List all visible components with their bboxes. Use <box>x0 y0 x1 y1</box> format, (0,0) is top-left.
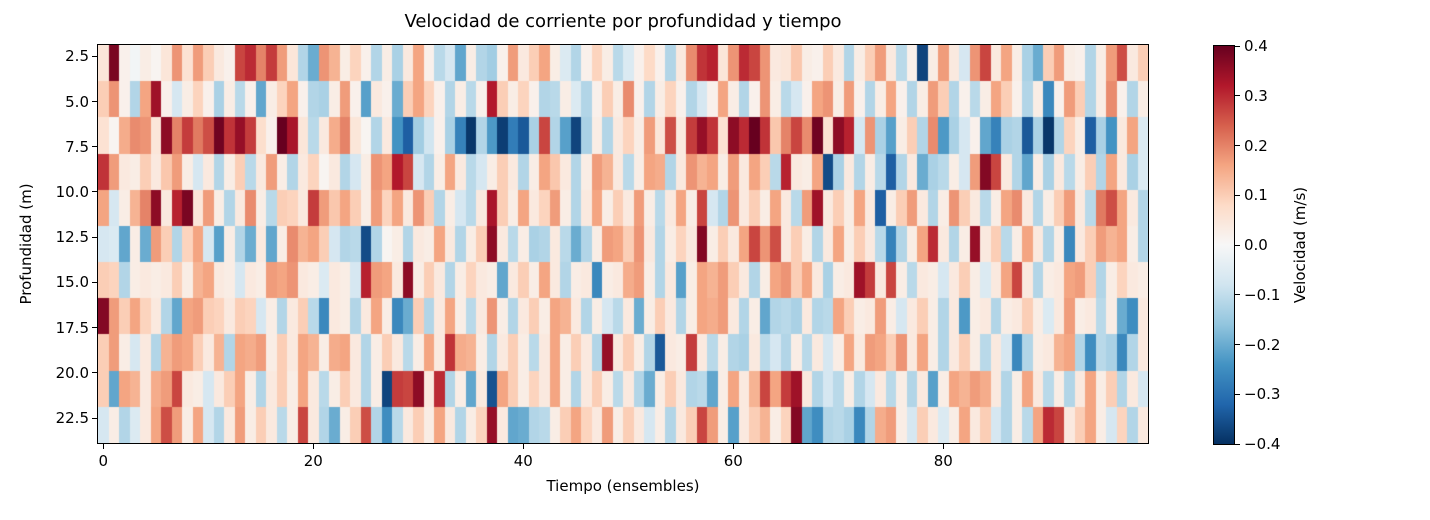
y-tick <box>92 327 97 329</box>
colorbar-tick <box>1235 344 1240 345</box>
y-tick <box>92 372 97 374</box>
colorbar-tick-label: 0.2 <box>1244 136 1268 155</box>
y-tick <box>92 236 97 238</box>
y-tick <box>92 417 97 419</box>
y-tick-label: 5.0 <box>65 92 89 111</box>
y-tick <box>92 281 97 283</box>
x-tick <box>312 444 314 449</box>
y-tick-label: 2.5 <box>65 47 89 66</box>
x-tick <box>102 444 104 449</box>
x-tick-label: 80 <box>933 452 953 470</box>
y-tick-label: 17.5 <box>55 318 89 337</box>
x-tick <box>732 444 734 449</box>
y-tick-label: 12.5 <box>55 228 89 247</box>
y-tick <box>92 191 97 193</box>
y-tick <box>92 101 97 103</box>
colorbar-tick-label: 0.1 <box>1244 186 1268 205</box>
colorbar-tick-label: 0.3 <box>1244 86 1268 105</box>
x-axis-label: Tiempo (ensembles) <box>546 477 700 495</box>
colorbar-tick-label: 0.4 <box>1244 37 1268 55</box>
colorbar-tick <box>1235 95 1240 97</box>
colorbar-tick-label: −0.2 <box>1244 335 1281 354</box>
colorbar-tick <box>1235 244 1240 246</box>
x-tick-label: 20 <box>303 452 323 470</box>
colorbar-label: Velocidad (m/s) <box>1291 186 1309 304</box>
y-tick-label: 20.0 <box>55 363 89 382</box>
y-tick <box>92 55 97 57</box>
colorbar-tick-label: −0.3 <box>1244 385 1281 404</box>
x-tick-label: 40 <box>513 452 533 470</box>
colorbar-tick-label: −0.1 <box>1244 285 1281 304</box>
colorbar-tick <box>1235 294 1240 296</box>
colorbar-tick <box>1235 194 1240 196</box>
colorbar-tick-label: 0.0 <box>1244 236 1268 254</box>
y-tick <box>92 146 97 148</box>
x-tick-label: 60 <box>723 452 743 470</box>
y-tick-label: 7.5 <box>65 137 89 156</box>
colorbar-tick <box>1235 145 1240 146</box>
colorbar-tick <box>1235 45 1240 47</box>
y-tick-label: 15.0 <box>55 273 89 292</box>
y-tick-label: 10.0 <box>55 182 89 201</box>
chart-title: Velocidad de corriente por profundidad y… <box>404 11 842 32</box>
colorbar-tick <box>1235 443 1240 445</box>
colorbar-tick <box>1235 393 1240 395</box>
x-tick <box>942 444 944 449</box>
y-tick-label: 22.5 <box>55 409 89 428</box>
x-tick-label: 0 <box>98 452 109 470</box>
x-tick <box>522 444 524 449</box>
colorbar <box>1213 45 1235 445</box>
heatmap-canvas <box>97 44 1149 444</box>
colorbar-tick-label: −0.4 <box>1244 435 1281 453</box>
